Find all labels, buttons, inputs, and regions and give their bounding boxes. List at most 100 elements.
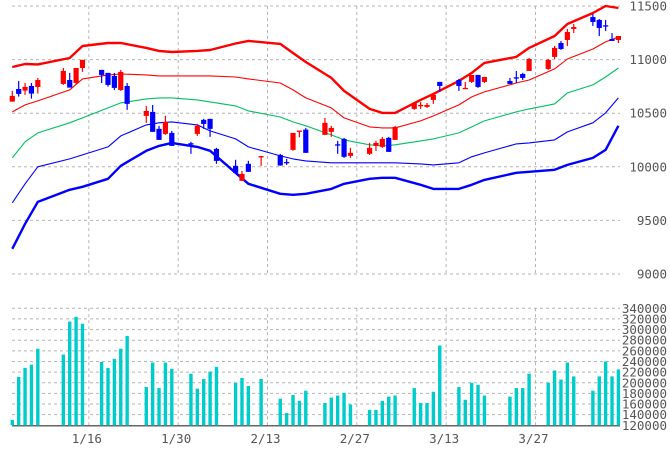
candle (596, 18, 602, 37)
candle-body (284, 161, 290, 164)
middle-band (11, 67, 619, 159)
candle-body (118, 71, 124, 90)
price-tick-label: 11500 (629, 0, 667, 14)
candle-body (347, 152, 354, 156)
volume-bar (112, 358, 117, 426)
candle-body (609, 39, 615, 41)
candle (67, 72, 73, 88)
volume-tick-label: 180000 (622, 386, 667, 401)
candle-body (475, 74, 481, 87)
date-tick-label: 1/16 (72, 431, 102, 446)
volume-bar (125, 335, 129, 426)
volume-bars (10, 316, 621, 426)
candle-body (564, 31, 570, 40)
candle (609, 33, 615, 41)
candle (233, 159, 239, 173)
candle (590, 14, 596, 26)
volume-bar (157, 388, 161, 426)
candle (162, 115, 169, 135)
volume-bar (514, 388, 519, 426)
candle-body (386, 137, 392, 152)
candle (9, 90, 15, 102)
volume-bar (240, 377, 244, 426)
volume-bar (527, 373, 531, 426)
candle (424, 102, 430, 108)
candle-body (507, 80, 513, 84)
price-tick-label: 10000 (629, 159, 667, 174)
volume-bar (380, 400, 385, 426)
candle-body (28, 85, 35, 94)
candle-body (322, 122, 328, 135)
price-tick-label: 11000 (629, 52, 667, 67)
candle-body (379, 138, 385, 147)
candle (28, 82, 35, 99)
candle-body (437, 81, 443, 86)
volume-bar (393, 395, 397, 426)
volume-tick-label: 340000 (622, 301, 667, 316)
volume-bar (23, 367, 27, 426)
volume-bar (508, 396, 512, 426)
candle (207, 118, 213, 137)
candle (194, 123, 200, 136)
volume-tick-label: 300000 (622, 322, 667, 337)
volume-tick-label: 240000 (622, 354, 667, 369)
volume-bar (603, 361, 608, 426)
candle-body (373, 142, 379, 146)
candle (143, 105, 149, 123)
candle-body (558, 42, 564, 49)
candle (373, 140, 379, 151)
candle-body (303, 129, 309, 153)
candle-body (99, 69, 105, 75)
volume-bar (16, 376, 21, 426)
candle (328, 125, 334, 137)
candle (105, 72, 111, 87)
candle-body (469, 74, 475, 82)
candle (79, 59, 86, 72)
volume-bar (106, 367, 110, 426)
volume-bar (335, 395, 340, 426)
candle (469, 74, 475, 83)
candle (379, 136, 385, 148)
volume-bar (278, 398, 282, 426)
candle-body (111, 75, 117, 88)
candle (481, 76, 488, 83)
candle-body (462, 87, 468, 90)
candle (22, 82, 28, 95)
lower-2sigma-band (11, 125, 620, 250)
volume-tick-label: 320000 (622, 311, 667, 326)
candle-body (603, 25, 609, 27)
price-tick-label: 9000 (637, 267, 667, 282)
volume-bar (374, 409, 378, 426)
volume-tick-label: 200000 (622, 375, 667, 390)
volume-bar (144, 387, 148, 426)
volume-bar (195, 388, 200, 426)
volume-bar (597, 376, 601, 426)
candle (156, 125, 162, 140)
candle-body (341, 138, 347, 157)
candle-body (481, 76, 488, 82)
volume-bar (163, 362, 168, 426)
volume-bar (610, 376, 614, 426)
candle-body (169, 132, 175, 146)
candle-body (9, 95, 15, 102)
candle (73, 67, 79, 84)
candle-body (239, 173, 245, 181)
candle (188, 141, 194, 154)
price-grid (12, 5, 620, 275)
volume-bar (412, 388, 416, 426)
price-tick-label: 10500 (629, 106, 667, 121)
upper-1sigma-band (12, 36, 619, 129)
candle-body (124, 85, 130, 104)
candle-body (545, 59, 551, 69)
candle (386, 136, 392, 152)
candle-body (162, 121, 169, 134)
candle (456, 78, 462, 91)
volume-bar (387, 396, 391, 426)
candle-body (615, 36, 621, 40)
volume-bar (119, 348, 123, 426)
candle-body (60, 70, 66, 84)
candle-body (233, 165, 239, 173)
volume-tick-label: 160000 (622, 397, 667, 412)
candle (213, 147, 220, 164)
date-tick-label: 2/13 (250, 431, 280, 446)
